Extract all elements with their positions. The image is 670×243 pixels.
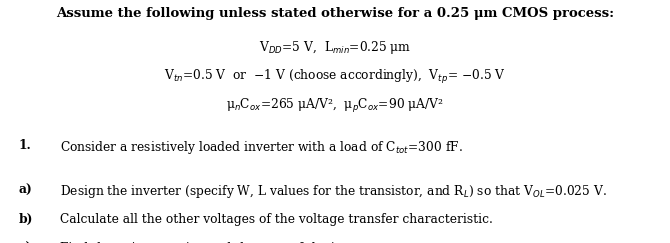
Text: Assume the following unless stated otherwise for a 0.25 μm CMOS process:: Assume the following unless stated other… xyxy=(56,7,614,20)
Text: c): c) xyxy=(19,242,32,243)
Text: Design the inverter (specify W, L values for the transistor, and R$_L$) so that : Design the inverter (specify W, L values… xyxy=(60,183,607,200)
Text: a): a) xyxy=(19,183,33,196)
Text: μ$_n$C$_{ox}$=265 μA/V²,  μ$_p$C$_{ox}$=90 μA/V²: μ$_n$C$_{ox}$=265 μA/V², μ$_p$C$_{ox}$=9… xyxy=(226,97,444,115)
Text: Calculate all the other voltages of the voltage transfer characteristic.: Calculate all the other voltages of the … xyxy=(60,213,493,226)
Text: 1.: 1. xyxy=(19,139,31,151)
Text: Consider a resistively loaded inverter with a load of C$_{tot}$=300 fF.: Consider a resistively loaded inverter w… xyxy=(60,139,463,156)
Text: V$_{DD}$=5 V,  L$_{min}$=0.25 μm: V$_{DD}$=5 V, L$_{min}$=0.25 μm xyxy=(259,39,411,56)
Text: Find the noise margins and the area of the inverter.: Find the noise margins and the area of t… xyxy=(60,242,384,243)
Text: b): b) xyxy=(19,213,33,226)
Text: V$_{tn}$=0.5 V  or  −1 V (choose accordingly),  V$_{tp}$= −0.5 V: V$_{tn}$=0.5 V or −1 V (choose according… xyxy=(164,68,506,86)
